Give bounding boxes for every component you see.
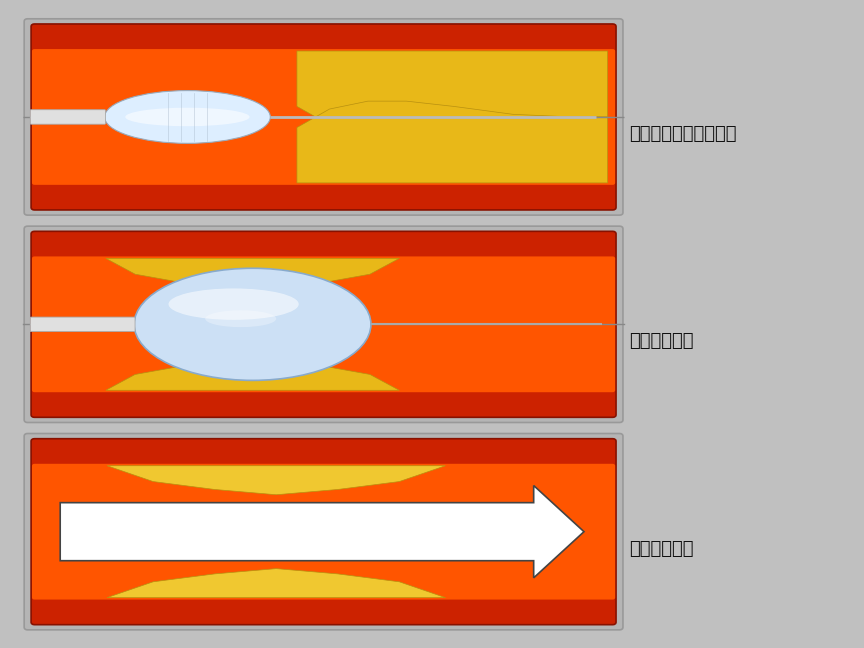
Polygon shape <box>105 361 399 390</box>
Polygon shape <box>60 485 584 578</box>
Polygon shape <box>105 259 399 288</box>
Polygon shape <box>107 568 446 597</box>
FancyBboxPatch shape <box>24 434 623 630</box>
Polygon shape <box>297 101 607 183</box>
FancyBboxPatch shape <box>24 226 623 422</box>
FancyBboxPatch shape <box>32 257 615 392</box>
FancyBboxPatch shape <box>31 231 616 417</box>
FancyBboxPatch shape <box>32 49 615 185</box>
Text: （扩张球囊）: （扩张球囊） <box>629 332 694 351</box>
FancyBboxPatch shape <box>31 24 616 210</box>
FancyBboxPatch shape <box>32 464 615 599</box>
Ellipse shape <box>105 91 270 143</box>
Ellipse shape <box>206 310 276 327</box>
Ellipse shape <box>168 288 299 320</box>
FancyBboxPatch shape <box>30 110 105 124</box>
FancyBboxPatch shape <box>30 317 135 332</box>
Ellipse shape <box>134 268 371 380</box>
Ellipse shape <box>125 108 250 126</box>
Polygon shape <box>297 51 607 133</box>
FancyBboxPatch shape <box>31 439 616 625</box>
Polygon shape <box>107 466 446 495</box>
Text: （血管通畅）: （血管通畅） <box>629 540 694 558</box>
Text: （球囊送至狭窄部位）: （球囊送至狭窄部位） <box>629 125 736 143</box>
FancyBboxPatch shape <box>24 19 623 215</box>
